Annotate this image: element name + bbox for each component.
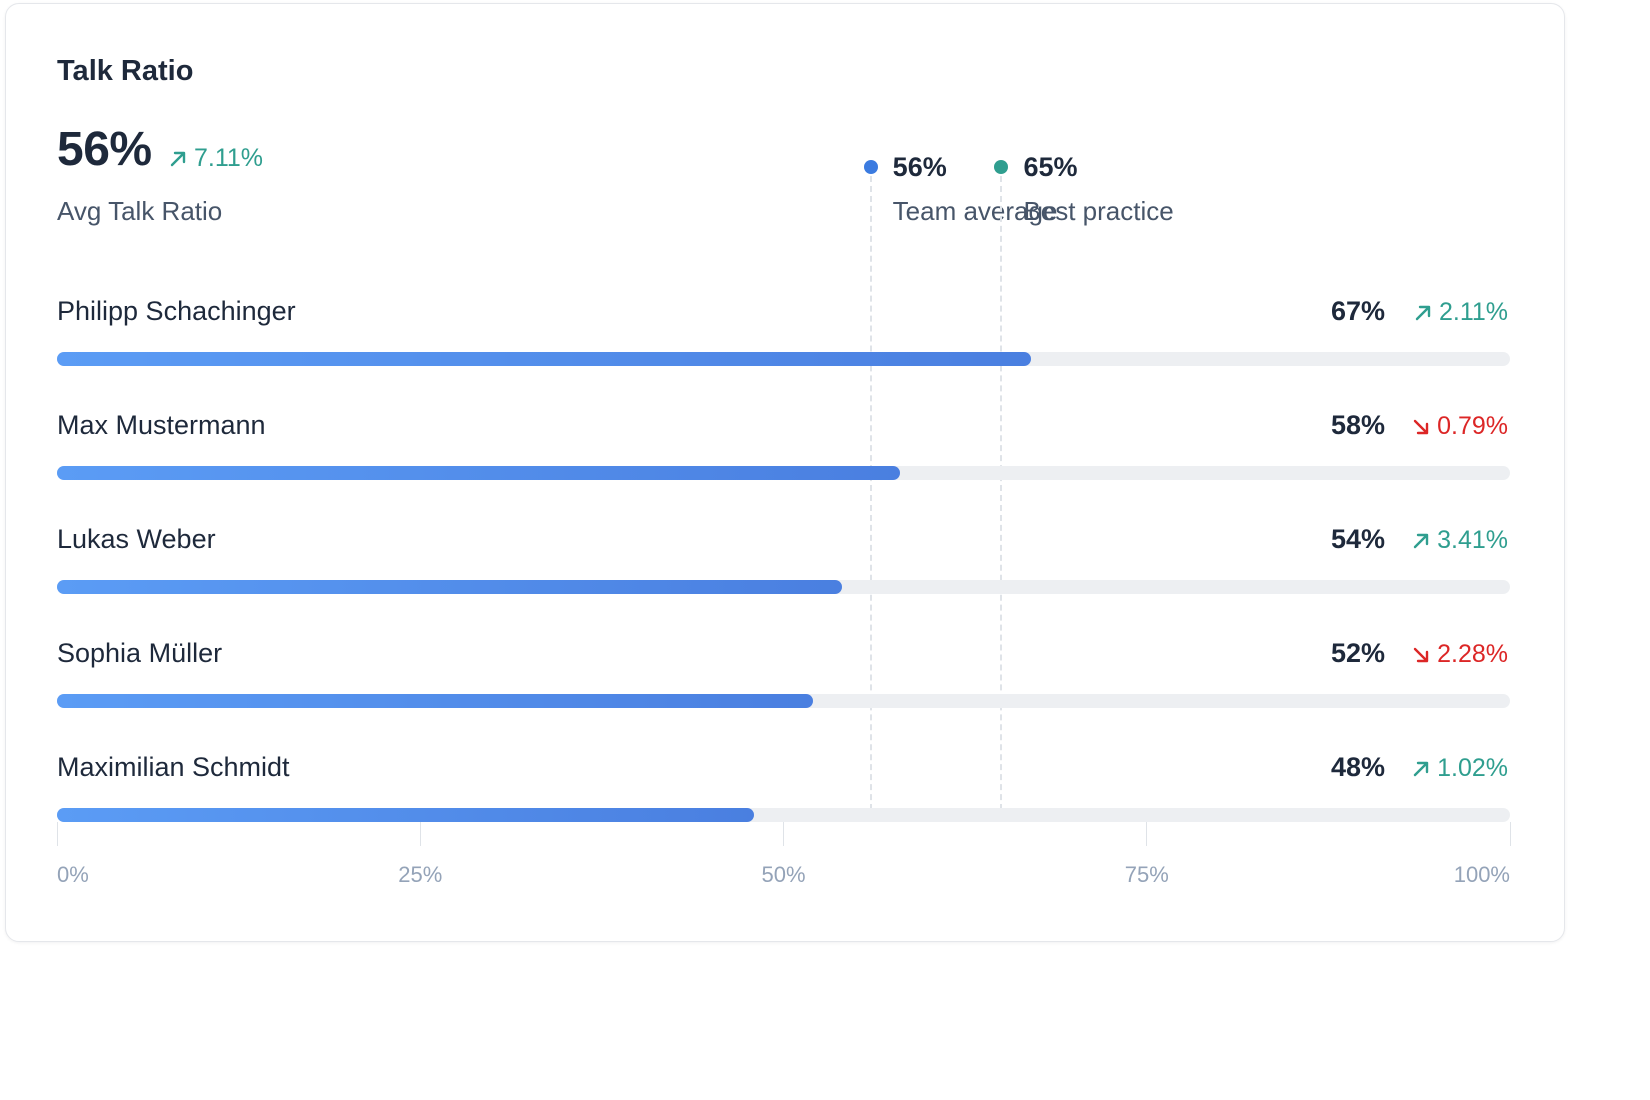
- row-delta: 3.41%: [1411, 526, 1508, 555]
- axis-tick-label: 75%: [1124, 862, 1169, 887]
- card-title: Talk Ratio: [57, 55, 194, 87]
- axis-tick: [783, 822, 784, 846]
- axis-tick: [56, 822, 58, 846]
- kpi-label: Avg Talk Ratio: [57, 196, 223, 226]
- team-average-dot: [863, 160, 878, 174]
- axis-tick-label: 50%: [761, 862, 806, 887]
- arrow-up-right-icon: [1413, 303, 1433, 323]
- row-value: 48%: [1330, 752, 1385, 782]
- row-name: Philipp Schachinger: [57, 296, 296, 326]
- row-value: 67%: [1330, 296, 1385, 326]
- row-value: 54%: [1330, 524, 1385, 554]
- arrow-up-right-icon: [1411, 759, 1431, 779]
- row-value: 52%: [1330, 638, 1385, 668]
- bar-track: [57, 352, 1510, 366]
- bar-fill: [57, 694, 813, 708]
- best-practice-line: [1000, 176, 1003, 820]
- team-average-label: Team average: [892, 196, 1058, 226]
- row-delta: 2.28%: [1411, 640, 1508, 669]
- row-name: Maximilian Schmidt: [57, 752, 290, 782]
- row-name: Max Mustermann: [57, 410, 266, 440]
- arrow-down-right-icon: [1411, 645, 1431, 665]
- row-delta-value: 1.02%: [1437, 754, 1508, 782]
- axis-tick: [419, 822, 421, 846]
- axis-tick-label: 25%: [398, 862, 443, 887]
- row-name: Lukas Weber: [57, 524, 216, 554]
- bar-track: [57, 694, 1510, 708]
- arrow-up-right-icon: [1411, 531, 1431, 551]
- row-value: 58%: [1330, 410, 1385, 440]
- kpi-delta: 7.11%: [168, 144, 263, 173]
- bar-track: [57, 580, 1510, 594]
- team-average-line: [869, 176, 872, 820]
- bar-fill: [57, 808, 755, 822]
- team-average-value: 56%: [892, 152, 947, 182]
- row-delta-value: 3.41%: [1437, 526, 1508, 554]
- kpi-value: 56%: [57, 123, 152, 176]
- arrow-down-right-icon: [1411, 417, 1431, 437]
- best-practice-value: 65%: [1023, 152, 1078, 182]
- axis-tick: [1146, 822, 1148, 846]
- row-delta-value: 2.28%: [1437, 640, 1508, 668]
- row-delta: 0.79%: [1411, 412, 1508, 441]
- row-name: Sophia Müller: [57, 638, 223, 668]
- arrow-up-right-icon: [168, 149, 188, 169]
- bar-fill: [57, 352, 1031, 366]
- best-practice-label: Best practice: [1023, 196, 1174, 226]
- row-delta: 1.02%: [1411, 754, 1508, 783]
- kpi-delta-value: 7.11%: [194, 144, 264, 172]
- axis-tick: [1509, 822, 1511, 846]
- bar-track: [57, 808, 1510, 822]
- best-practice-dot: [994, 160, 1009, 174]
- row-delta-value: 0.79%: [1437, 412, 1508, 440]
- axis-tick-label: 0%: [57, 862, 89, 887]
- bar-fill: [57, 580, 842, 594]
- axis-tick-label: 100%: [1453, 862, 1510, 887]
- row-delta-value: 2.11%: [1438, 298, 1508, 326]
- bar-fill: [57, 466, 900, 480]
- row-delta: 2.11%: [1413, 298, 1508, 327]
- bar-track: [57, 466, 1510, 480]
